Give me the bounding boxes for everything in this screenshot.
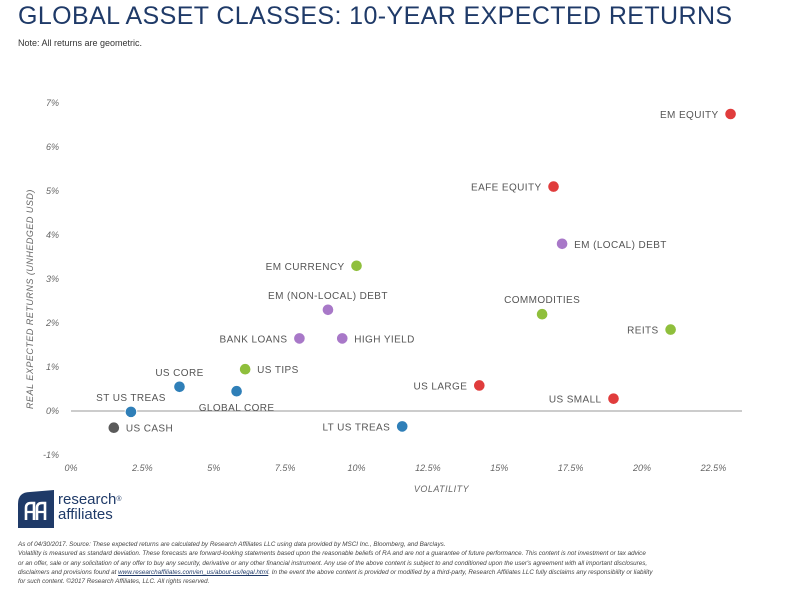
- footer-line: Volatility is measured as standard devia…: [18, 550, 646, 558]
- data-point: [124, 405, 138, 419]
- y-tick-label: 6%: [46, 142, 59, 152]
- point-label: BANK LOANS: [220, 334, 288, 345]
- data-point: [107, 421, 121, 435]
- point-label: EM (NON-LOCAL) DEBT: [268, 291, 388, 302]
- x-tick-label: 2.5%: [131, 463, 153, 473]
- y-tick-label: 2%: [45, 318, 59, 328]
- point-label: US TIPS: [257, 365, 299, 376]
- chart-points: [107, 107, 737, 435]
- data-point: [238, 362, 252, 376]
- data-point: [395, 420, 409, 433]
- data-point: [230, 384, 243, 398]
- x-tick-label: 0%: [64, 463, 77, 473]
- x-tick-label: 17.5%: [558, 463, 584, 473]
- page-title: GLOBAL ASSET CLASSES: 10-YEAR EXPECTED R…: [18, 2, 733, 30]
- y-tick-label: 4%: [46, 230, 59, 240]
- chart-ticks: -1% 0% 1% 2% 3% 4% 5% 6% 7% 0% 2.5% 5% 7.5% 10% 12.5% 1…: [43, 98, 726, 473]
- point-label: COMMODITIES: [504, 295, 580, 306]
- point-label: US CASH: [126, 424, 173, 435]
- point-label: LT US TREAS: [322, 422, 390, 433]
- footer-line: disclaimers and provisions found at www.…: [18, 568, 653, 576]
- data-point: [350, 259, 363, 273]
- data-point: [607, 392, 620, 405]
- x-tick-label: 10%: [348, 463, 366, 473]
- footer-line: or an offer, sale or any solicitation of…: [18, 559, 648, 567]
- ra-logo-icon: [18, 490, 54, 528]
- point-label: HIGH YIELD: [354, 334, 415, 345]
- footer-line: As of 04/30/2017. Source: These expected…: [18, 541, 446, 548]
- y-tick-label: 0%: [46, 406, 59, 416]
- y-tick-label: 7%: [46, 98, 59, 108]
- data-point: [664, 323, 677, 336]
- point-label: GLOBAL CORE: [199, 403, 275, 414]
- data-point: [173, 380, 186, 394]
- data-point: [335, 332, 349, 345]
- chart-point-labels: EM EQUITY EAFE EQUITY EM (LOCAL) DEBT EM CU…: [96, 110, 718, 435]
- x-tick-label: 20%: [632, 463, 651, 473]
- data-point: [293, 332, 306, 345]
- x-axis-title: VOLATILITY: [414, 484, 470, 494]
- point-label: REITS: [627, 326, 658, 337]
- x-tick-label: 15%: [490, 463, 508, 473]
- x-tick-label: 7.5%: [275, 463, 296, 473]
- data-point: [473, 379, 486, 392]
- note-text: Note: All returns are geometric.: [18, 38, 143, 48]
- point-label: EM CURRENCY: [266, 262, 345, 273]
- research-affiliates-logo[interactable]: research® affiliates: [18, 490, 138, 530]
- x-tick-label: 22.5%: [700, 463, 727, 473]
- data-point: [724, 107, 737, 121]
- logo-wordmark: research® affiliates: [58, 491, 122, 523]
- legal-link[interactable]: www.researchaffiliates.com/en_us/about-u…: [118, 568, 269, 576]
- data-point: [547, 180, 560, 193]
- x-tick-label: 12.5%: [415, 463, 441, 473]
- footer-line: for such content. ©2017 Research Affilia…: [18, 578, 210, 586]
- data-point: [535, 307, 549, 321]
- y-tick-label: 1%: [46, 362, 59, 372]
- point-label: EAFE EQUITY: [471, 183, 542, 194]
- footer-disclaimer: As of 04/30/2017. Source: These expected…: [18, 540, 780, 586]
- data-point: [555, 237, 569, 251]
- point-label: ST US TREAS: [96, 393, 166, 404]
- y-tick-label: 5%: [46, 186, 59, 196]
- y-tick-label: -1%: [43, 450, 59, 460]
- x-tick-label: 5%: [207, 463, 220, 473]
- point-label: EM EQUITY: [660, 110, 719, 121]
- point-label: US LARGE: [414, 381, 468, 392]
- point-label: US SMALL: [549, 395, 602, 406]
- data-point: [321, 303, 335, 317]
- y-axis-title: REAL EXPECTED RETURNS (UNHEDGED USD): [25, 189, 35, 409]
- y-tick-label: 3%: [46, 274, 59, 284]
- point-label: US CORE: [155, 368, 203, 379]
- point-label: EM (LOCAL) DEBT: [574, 240, 667, 251]
